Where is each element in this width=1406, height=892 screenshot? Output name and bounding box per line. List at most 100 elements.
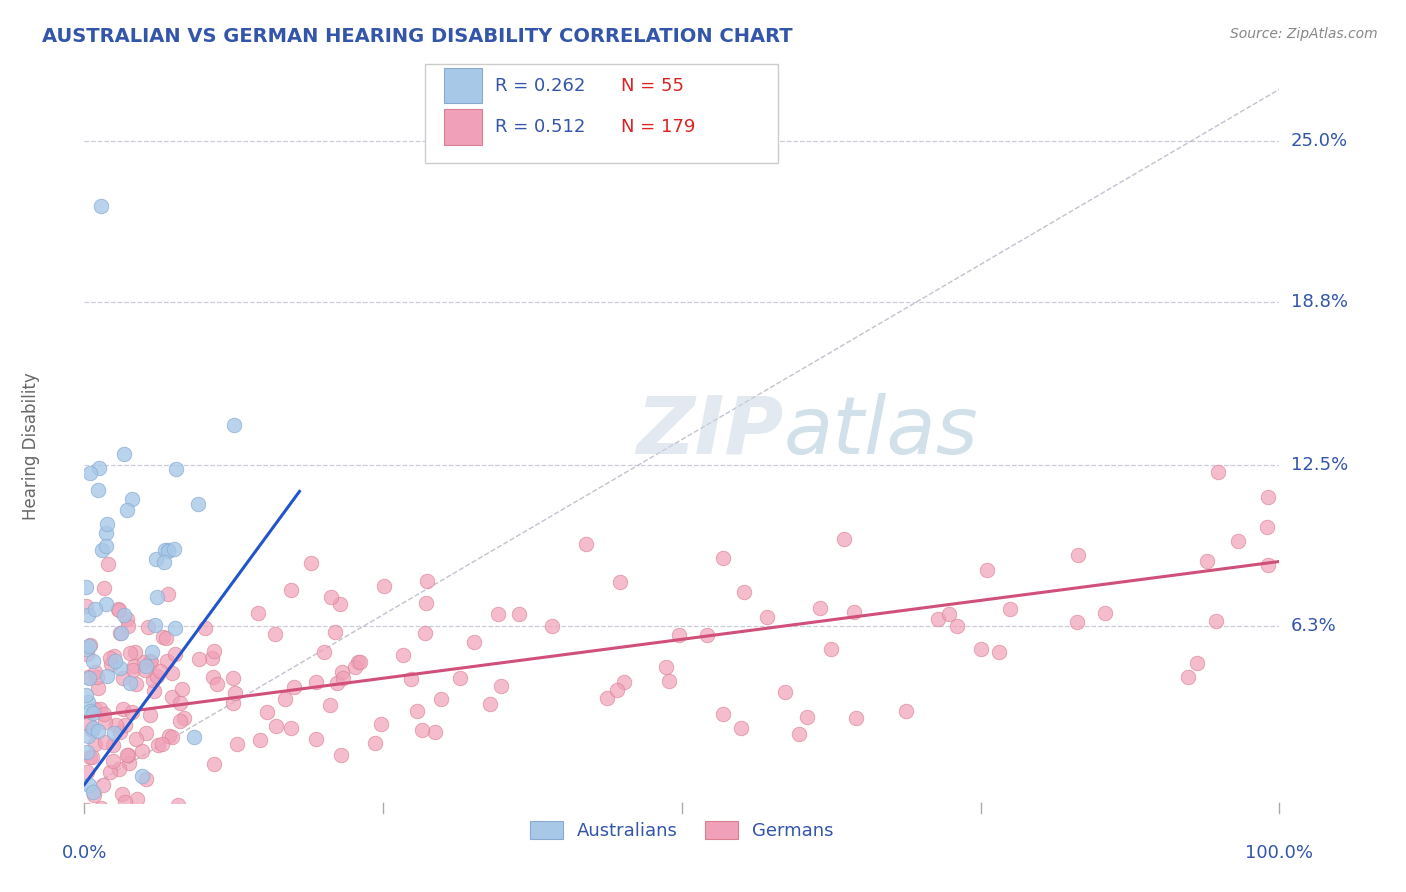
Point [122, 663, 145, 677]
Point [79, 704, 101, 718]
Point [1205, 614, 1227, 628]
Point [713, 550, 735, 565]
Point [142, 673, 165, 687]
Point [163, 647, 186, 661]
Point [264, 719, 287, 733]
Text: 6.3%: 6.3% [1291, 617, 1336, 635]
Point [201, 651, 224, 665]
Point [249, 733, 271, 747]
Point [172, 681, 194, 696]
Point [156, 543, 179, 558]
Point [449, 671, 471, 685]
Point [194, 622, 217, 636]
Point [83, 702, 105, 716]
Point [125, 676, 148, 690]
Point [75, 809, 97, 823]
Point [173, 711, 195, 725]
Point [76, 803, 98, 817]
Point [142, 684, 165, 698]
Point [329, 748, 352, 763]
Point [186, 497, 208, 511]
Text: atlas: atlas [783, 392, 979, 471]
Point [139, 654, 162, 668]
Point [80, 749, 103, 764]
Point [90, 199, 112, 213]
Point [76, 648, 98, 662]
Point [1257, 558, 1279, 572]
Point [668, 628, 690, 642]
Point [125, 792, 148, 806]
Point [730, 721, 752, 735]
Point [77, 639, 100, 653]
Point [79, 638, 101, 652]
Point [76, 765, 98, 780]
Point [160, 690, 183, 705]
Point [94, 539, 117, 553]
Point [222, 671, 245, 685]
Point [75, 641, 97, 656]
Point [329, 597, 352, 611]
Point [1226, 534, 1249, 549]
Point [411, 723, 433, 737]
Point [75, 599, 97, 614]
Point [696, 628, 718, 642]
Point [145, 618, 167, 632]
Point [976, 563, 998, 577]
Point [425, 725, 447, 739]
Point [82, 785, 104, 799]
Point [121, 705, 143, 719]
Point [775, 685, 797, 699]
Point [104, 718, 127, 732]
Point [141, 645, 163, 659]
Point [97, 557, 120, 571]
Point [75, 688, 97, 702]
Point [114, 795, 136, 809]
Point [108, 724, 131, 739]
Point [169, 714, 191, 728]
Point [187, 652, 209, 666]
Point [115, 748, 138, 763]
Point [135, 772, 157, 786]
Point [165, 462, 187, 476]
Point [110, 660, 132, 674]
Point [845, 711, 868, 725]
Point [122, 658, 145, 673]
Point [75, 581, 97, 595]
Point [86, 670, 108, 684]
Point [136, 620, 159, 634]
Point [163, 541, 186, 556]
Text: N = 179: N = 179 [621, 118, 696, 136]
Point [733, 585, 755, 599]
Point [118, 647, 141, 661]
Point [820, 642, 842, 657]
Point [160, 730, 183, 744]
Point [124, 645, 146, 659]
Point [94, 715, 117, 730]
Point [787, 727, 810, 741]
Point [112, 671, 135, 685]
Text: 18.8%: 18.8% [1291, 293, 1347, 311]
Point [76, 745, 98, 759]
Point [93, 581, 115, 595]
Text: N = 55: N = 55 [621, 77, 685, 95]
Point [612, 675, 634, 690]
Point [479, 697, 502, 711]
Point [998, 602, 1021, 616]
Point [596, 690, 619, 705]
Point [1257, 490, 1279, 504]
Text: R = 0.262: R = 0.262 [495, 77, 585, 95]
Point [343, 660, 366, 674]
Point [463, 635, 485, 649]
Point [654, 659, 676, 673]
Point [82, 722, 104, 736]
Point [146, 591, 169, 605]
Point [134, 725, 156, 739]
Point [111, 702, 134, 716]
Point [373, 579, 395, 593]
Point [330, 665, 353, 679]
Point [96, 525, 118, 540]
Point [299, 556, 322, 570]
Point [115, 502, 138, 516]
Point [146, 669, 169, 683]
Point [201, 670, 224, 684]
